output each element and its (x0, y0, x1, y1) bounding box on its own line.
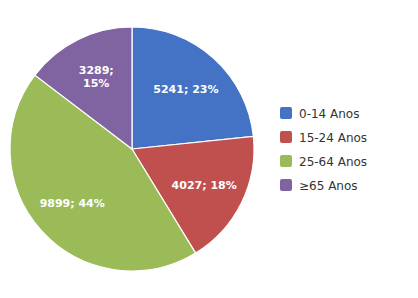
data-label: 9899; 44% (40, 197, 105, 210)
legend-label: 0-14 Anos (299, 107, 359, 121)
chart-container: 5241; 23% 4027; 18% 9899; 44% 3289;15% 0-14 … (0, 0, 418, 298)
data-label: 5241; 23% (153, 83, 218, 96)
legend: 0-14 Anos 15-24 Anos 25-64 Anos ≥65 Anos (280, 107, 367, 193)
legend-swatch (280, 155, 292, 167)
slices (10, 27, 254, 271)
pie-slice (132, 27, 253, 149)
legend-label: 25-64 Anos (299, 155, 367, 169)
chart-svg: 5241; 23% 4027; 18% 9899; 44% 3289;15% 0-14 … (0, 0, 418, 298)
legend-label: ≥65 Anos (299, 179, 358, 193)
legend-label: 15-24 Anos (299, 131, 367, 145)
data-label: 3289;15% (79, 64, 114, 90)
legend-swatch (280, 179, 292, 191)
pie-slice (35, 27, 132, 149)
legend-swatch (280, 131, 292, 143)
data-labels: 5241; 23% 4027; 18% 9899; 44% 3289;15% (40, 64, 237, 210)
data-label: 4027; 18% (172, 179, 237, 192)
legend-swatch (280, 107, 292, 119)
